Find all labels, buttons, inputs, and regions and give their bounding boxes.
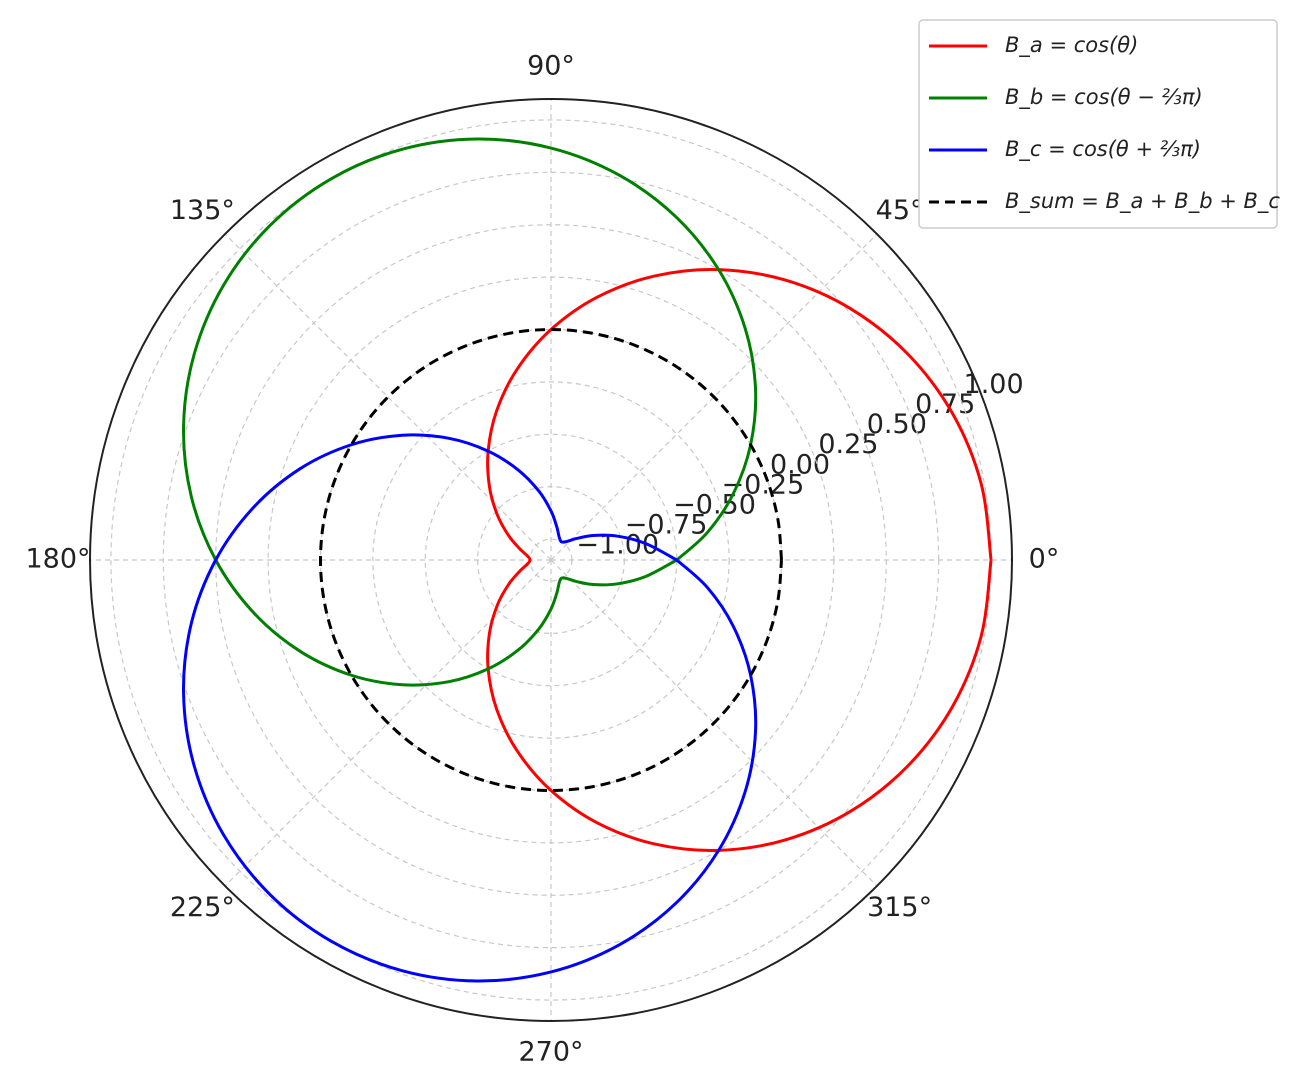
angular-grid-line	[224, 559, 552, 887]
polar-frame	[89, 98, 1013, 1022]
angular-tick-label: 45°	[876, 195, 924, 226]
legend-label: B_c = cos(θ + ⅔π)	[1005, 137, 1201, 162]
legend-box	[918, 19, 1278, 229]
legend-label: B_sum = B_a + B_b + B_c	[1005, 189, 1280, 214]
angular-tick-label: 90°	[527, 51, 575, 82]
radial-tick-label: −0.25	[722, 469, 805, 500]
radial-grid-line	[267, 276, 835, 844]
series-line	[318, 327, 783, 793]
angular-tick-label: 225°	[170, 892, 235, 923]
radial-grid-line	[215, 224, 887, 896]
radial-tick-label: 0.50	[867, 409, 927, 440]
radial-tick-label: −0.75	[625, 509, 708, 540]
angular-tick-label: 270°	[518, 1037, 583, 1068]
radial-tick-label: 0.00	[770, 449, 830, 480]
angular-grid-line	[224, 233, 552, 561]
angular-tick-label: 315°	[867, 892, 932, 923]
radial-grid-line	[372, 381, 730, 739]
series-line	[182, 433, 758, 983]
radial-tick-label: 0.75	[915, 389, 975, 420]
radial-grid-line	[477, 486, 625, 634]
series-line	[182, 137, 758, 687]
radial-grid-line	[162, 171, 940, 949]
angular-grid-line	[550, 559, 878, 887]
angular-tick-label: 0°	[1029, 544, 1060, 575]
legend-label: B_a = cos(θ)	[1005, 33, 1138, 58]
angular-tick-label: 135°	[170, 195, 235, 226]
series-line	[486, 268, 993, 852]
radial-tick-label: −0.50	[673, 489, 756, 520]
radial-tick-label: 0.25	[818, 429, 878, 460]
angular-grid-line	[550, 233, 878, 561]
legend-label: B_b = cos(θ − ⅔π)	[1005, 85, 1203, 110]
angular-tick-label: 180°	[25, 544, 90, 575]
